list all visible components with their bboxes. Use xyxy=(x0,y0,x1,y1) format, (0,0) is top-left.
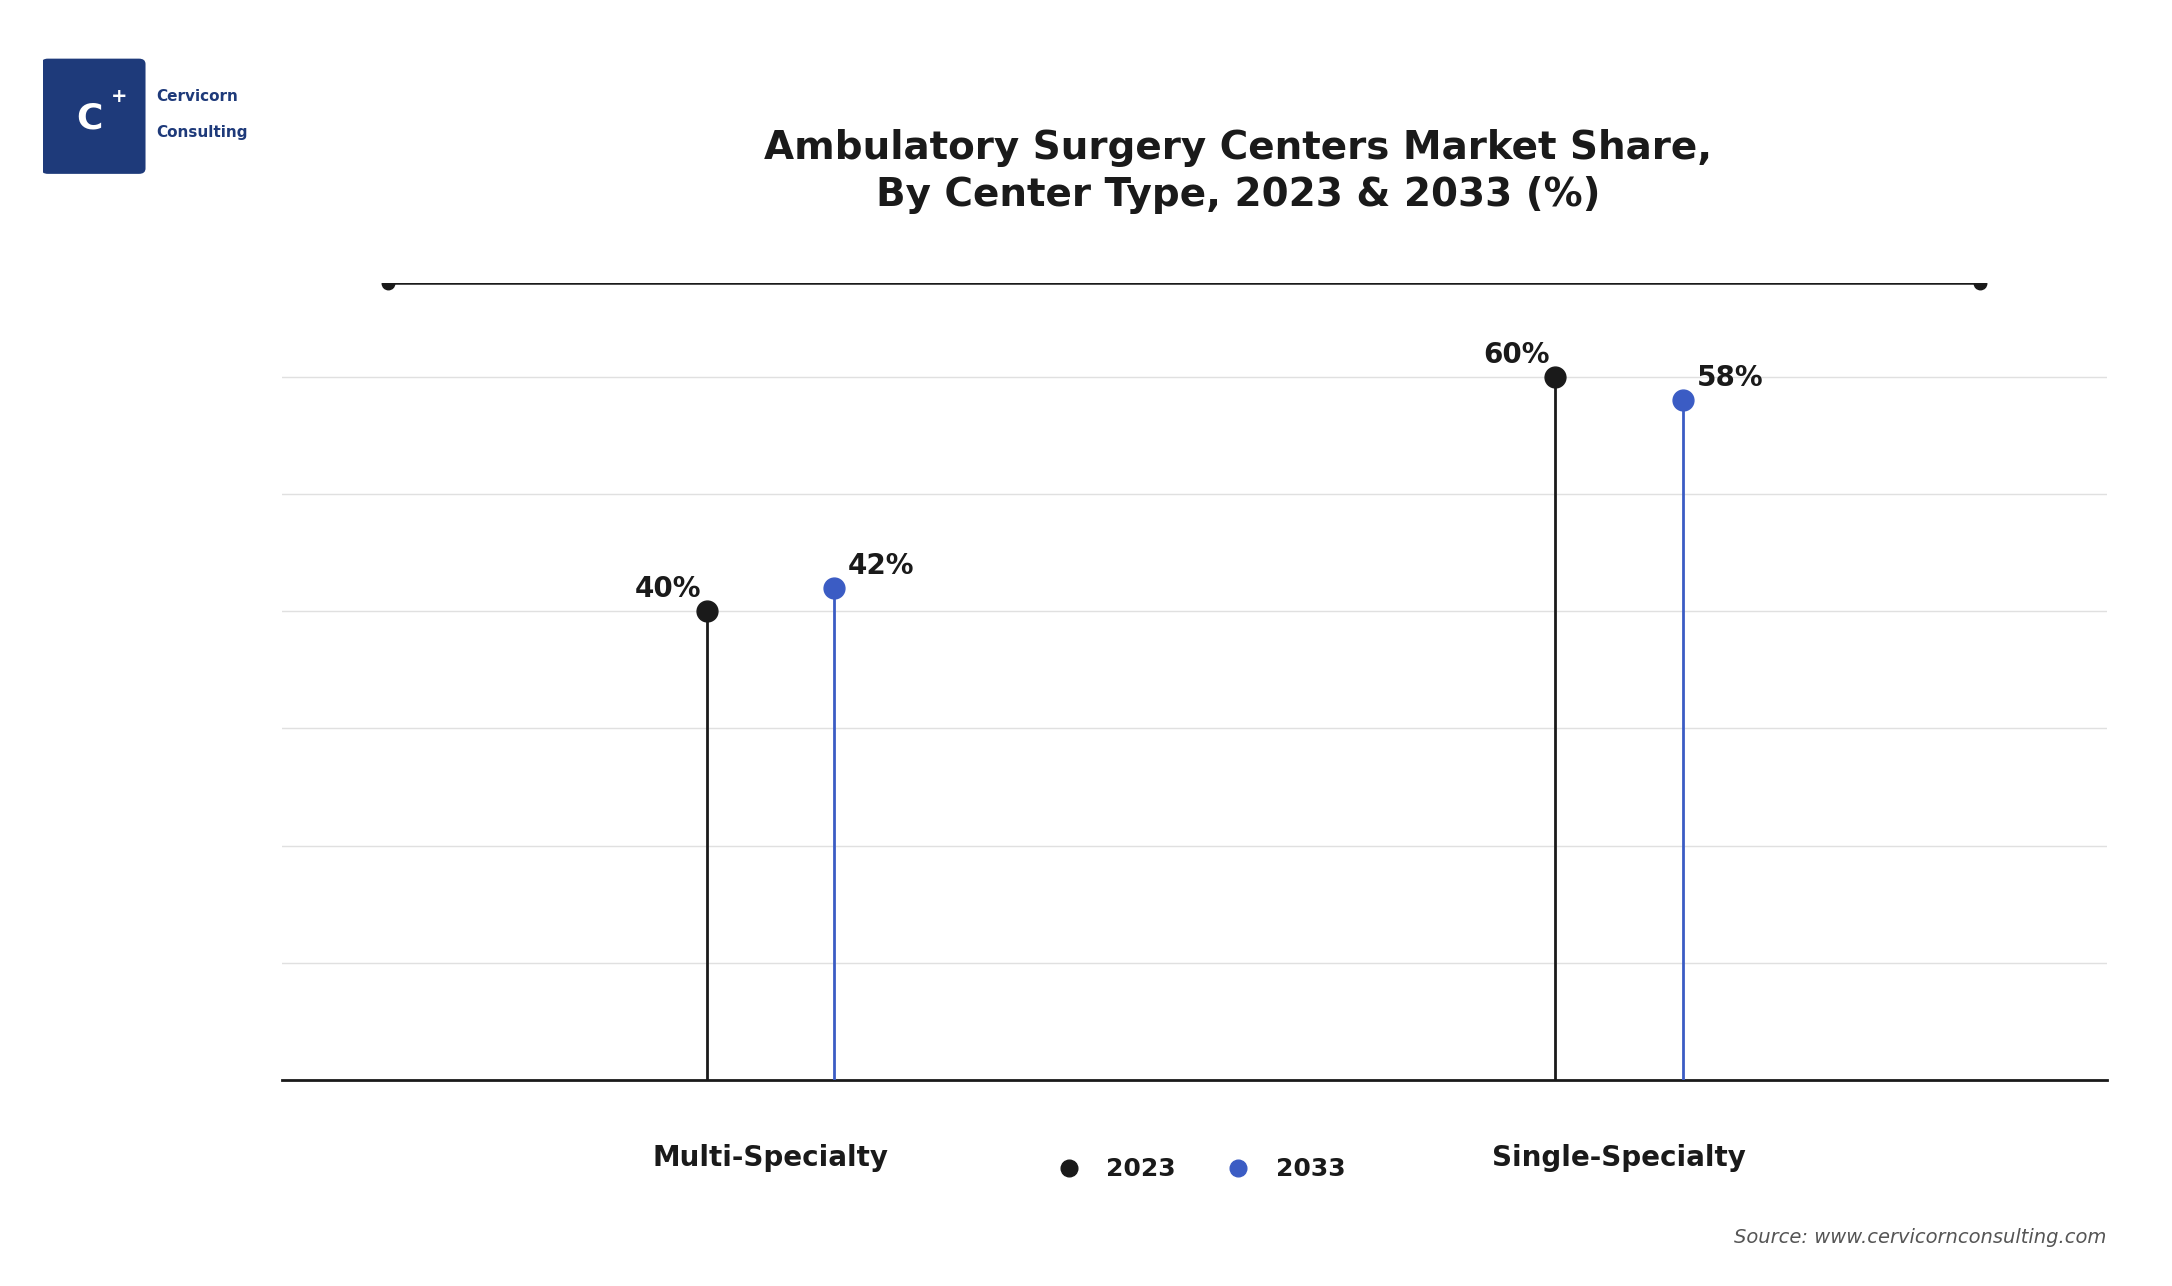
Text: C: C xyxy=(76,102,102,135)
Text: 40%: 40% xyxy=(634,575,702,603)
Text: Source: www.cervicornconsulting.com: Source: www.cervicornconsulting.com xyxy=(1735,1228,2107,1247)
Text: 60%: 60% xyxy=(1483,341,1549,369)
FancyBboxPatch shape xyxy=(41,59,146,174)
Text: +: + xyxy=(111,87,128,105)
Text: Multi-Specialty: Multi-Specialty xyxy=(652,1145,888,1172)
Text: 58%: 58% xyxy=(1696,364,1764,392)
Legend: 2023, 2033: 2023, 2033 xyxy=(1034,1147,1355,1191)
Text: Single-Specialty: Single-Specialty xyxy=(1492,1145,1746,1172)
Text: Ambulatory Surgery Centers Market Share,
By Center Type, 2023 & 2033 (%): Ambulatory Surgery Centers Market Share,… xyxy=(765,129,1712,213)
Text: Cervicorn: Cervicorn xyxy=(156,89,239,104)
Text: 42%: 42% xyxy=(847,552,914,580)
Text: Consulting: Consulting xyxy=(156,125,248,140)
